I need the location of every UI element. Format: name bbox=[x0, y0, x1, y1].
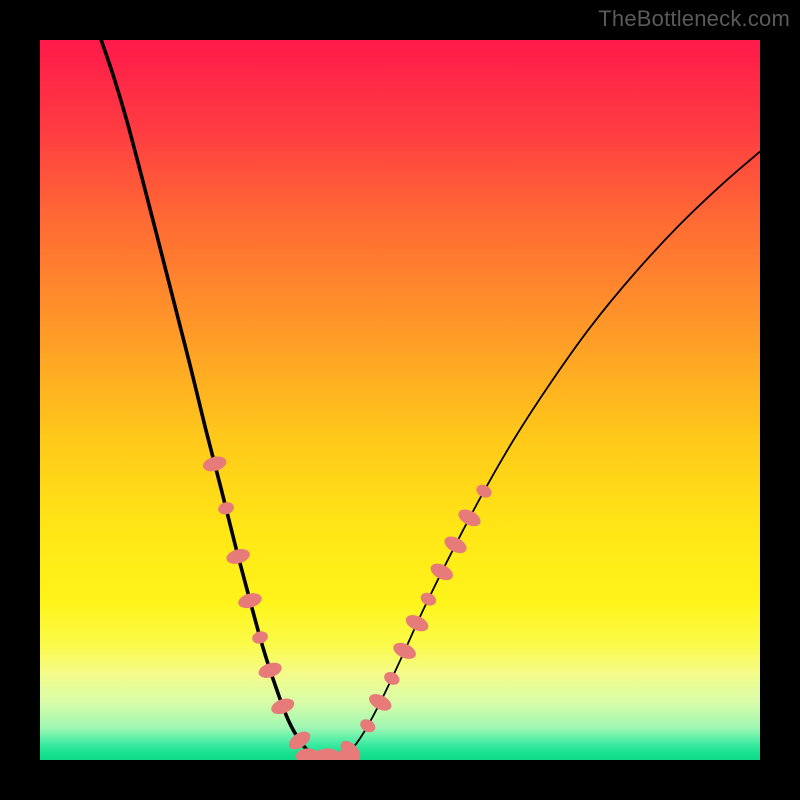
chart-container: TheBottleneck.com bbox=[0, 0, 800, 800]
bead bbox=[217, 501, 235, 516]
bead bbox=[419, 590, 439, 608]
bead bbox=[456, 506, 484, 530]
watermark-text: TheBottleneck.com bbox=[598, 6, 790, 32]
curve-right bbox=[327, 152, 760, 760]
plot-area bbox=[40, 40, 760, 760]
bead bbox=[257, 660, 284, 681]
bead bbox=[225, 547, 252, 567]
beads-group bbox=[201, 454, 494, 760]
bead bbox=[366, 691, 394, 714]
curve-left bbox=[101, 40, 326, 760]
bead bbox=[442, 533, 470, 556]
bead bbox=[201, 454, 228, 474]
bead bbox=[358, 717, 378, 735]
bead-bottom bbox=[296, 748, 320, 760]
bead bbox=[382, 670, 402, 688]
bead bbox=[269, 696, 296, 718]
curves-layer bbox=[40, 40, 760, 760]
bead bbox=[237, 591, 264, 611]
bead bbox=[428, 560, 456, 583]
bead bbox=[474, 482, 494, 500]
bead bbox=[391, 640, 419, 663]
bead bbox=[251, 629, 270, 645]
bead bbox=[403, 612, 431, 635]
